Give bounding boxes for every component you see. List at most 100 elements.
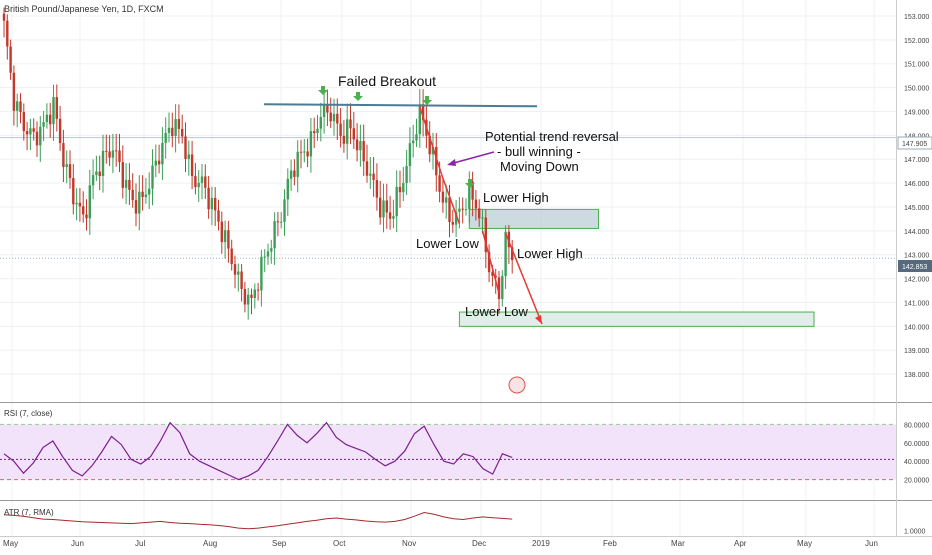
candle-body [68,164,72,179]
rsi-band-fill [0,424,896,480]
candle-body [256,289,260,291]
candle-body [75,202,78,205]
candle-body [217,210,220,222]
candle-body [283,199,286,222]
candle-body [435,147,438,176]
time-axis-label: Mar [671,539,685,548]
trend-arrow-down-1[interactable] [419,106,461,224]
zone-rectangle-upper[interactable] [468,208,599,229]
time-axis-label: Jun [71,539,84,548]
candle-body [115,150,118,152]
candle-body [379,197,382,218]
resistance-line[interactable] [263,103,538,108]
candle-body [45,114,49,123]
candle-body [131,189,134,201]
atr-line[interactable] [3,511,513,530]
candle-body [42,122,45,127]
candle-body [369,173,372,176]
candle-body [382,200,385,218]
candle-body [157,160,161,165]
candle-body [35,131,39,146]
price-axis-label: 153.000 [904,14,929,21]
candle-body [395,186,398,217]
candle-body [487,252,491,273]
candle-body [306,151,309,157]
candle-body [29,128,32,135]
time-axis-label: Oct [333,539,346,548]
main-pane[interactable] [0,0,896,402]
candle-body [478,208,481,219]
candle-body [240,271,243,289]
time-axis-label: May [797,539,812,548]
candle-body [418,104,421,135]
candle-body [154,160,157,166]
candle-body [148,188,151,195]
reversal-pointer-arrow[interactable] [449,151,495,165]
price-axis-label: 139.000 [904,348,929,355]
candle-body [448,197,451,223]
candle-body [105,150,108,152]
candle-body [501,276,504,300]
annotation-lower-high-2: Lower High [517,246,583,261]
annotation-reversal-line1: Potential trend reversal [485,129,619,144]
candle-body [108,151,111,158]
price-axis-label: 140.000 [904,324,929,331]
candle-body [174,119,177,136]
candle-body [313,131,316,134]
atr-pane[interactable] [0,502,896,536]
rsi-axis-label: 60.0000 [904,441,929,448]
candle-body [468,181,471,210]
candle-body [19,101,22,113]
candle-body [6,20,9,47]
candle-body [85,214,88,219]
earnings-event-icon[interactable] [508,376,526,394]
candle-body [415,134,418,141]
candle-body [243,288,247,305]
time-axis-label: 2019 [532,539,550,548]
candle-body [428,135,431,155]
candle-body [412,140,415,144]
candle-body [494,275,497,278]
candle-body [375,180,379,198]
candle-body [319,116,322,129]
time-axis-label: Sep [272,539,287,548]
candle-body [359,141,362,151]
candle-body [474,199,478,209]
rsi-label: RSI (7, close) [4,409,53,418]
time-axis-label: Jul [135,539,145,548]
price-axis-label: 144.000 [904,229,929,236]
candle-body [336,113,339,124]
candle-body [481,217,484,219]
candle-body [355,139,359,151]
candle-body [78,202,82,207]
candle-body [220,221,223,243]
time-axis-label: Feb [603,539,617,548]
projection-arrow[interactable] [504,232,543,325]
candle-body [39,126,42,146]
rsi-line[interactable] [3,421,513,481]
candle-body [49,114,52,125]
candle-body [161,142,164,165]
down-arrow-marker-icon [422,96,432,105]
candle-body [82,206,85,215]
candle-body [402,183,405,193]
trend-arrow-down-2[interactable] [481,230,500,294]
candle-body [2,13,6,21]
candle-body [118,150,121,163]
candle-body [52,97,55,125]
candle-body [408,143,412,167]
price-axis-label: 151.000 [904,62,929,69]
candle-body [441,191,445,203]
candle-body [16,101,19,111]
candle-body [144,194,148,198]
drawn-shapes [0,137,896,327]
price-axis-label: 141.000 [904,300,929,307]
time-axis-label: Dec [472,539,486,548]
candle-body [322,104,326,117]
projection-arrow-head [535,314,542,324]
candle-body [101,150,105,177]
candle-body [138,191,141,214]
zone-rectangle-lower[interactable] [458,311,815,327]
